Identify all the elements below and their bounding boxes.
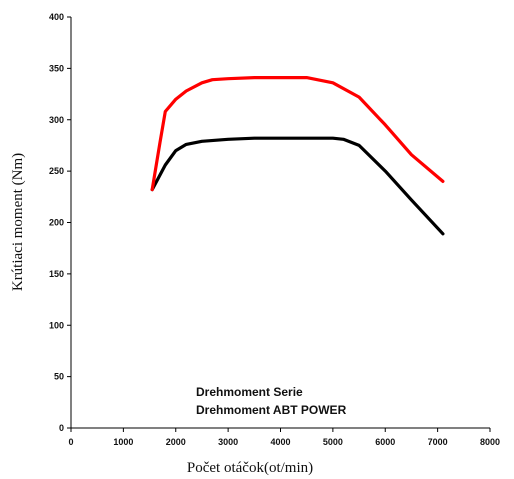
- x-tick-label: 5000: [323, 437, 343, 447]
- series-line-serie: [150, 136, 445, 236]
- x-tick-label: 6000: [375, 437, 395, 447]
- x-tick-label: 7000: [428, 437, 448, 447]
- y-tick-label: 200: [49, 218, 64, 228]
- series-line-abt-power: [150, 75, 445, 192]
- y-tick-label: 250: [49, 166, 64, 176]
- x-tick-label: 0: [68, 437, 73, 447]
- y-tick-label: 0: [59, 423, 64, 433]
- x-tick-label: 3000: [218, 437, 238, 447]
- x-tick-label: 4000: [270, 437, 290, 447]
- y-axis-label: Krútiaci moment (Nm): [10, 153, 26, 291]
- y-tick-label: 300: [49, 115, 64, 125]
- series-lines: [150, 75, 445, 236]
- y-tick-label: 100: [49, 320, 64, 330]
- ticks: 0 1000 2000 3000 4000 5000 6000 7000 8000 0 50 100 1…: [49, 12, 500, 447]
- x-tick-label: 8000: [480, 437, 500, 447]
- x-axis-label: Počet otáčok(ot/min): [187, 460, 313, 476]
- y-tick-label: 400: [49, 12, 64, 22]
- legend-entry-abt-power: Drehmoment ABT POWER: [196, 403, 347, 417]
- y-tick-label: 50: [54, 372, 64, 382]
- legend-entry-serie: Drehmoment Serie: [196, 385, 303, 399]
- y-tick-label: 150: [49, 269, 64, 279]
- legend: Drehmoment Serie Drehmoment ABT POWER: [196, 385, 347, 417]
- x-tick-label: 1000: [113, 437, 133, 447]
- y-tick-label: 350: [49, 63, 64, 73]
- x-tick-label: 2000: [166, 437, 186, 447]
